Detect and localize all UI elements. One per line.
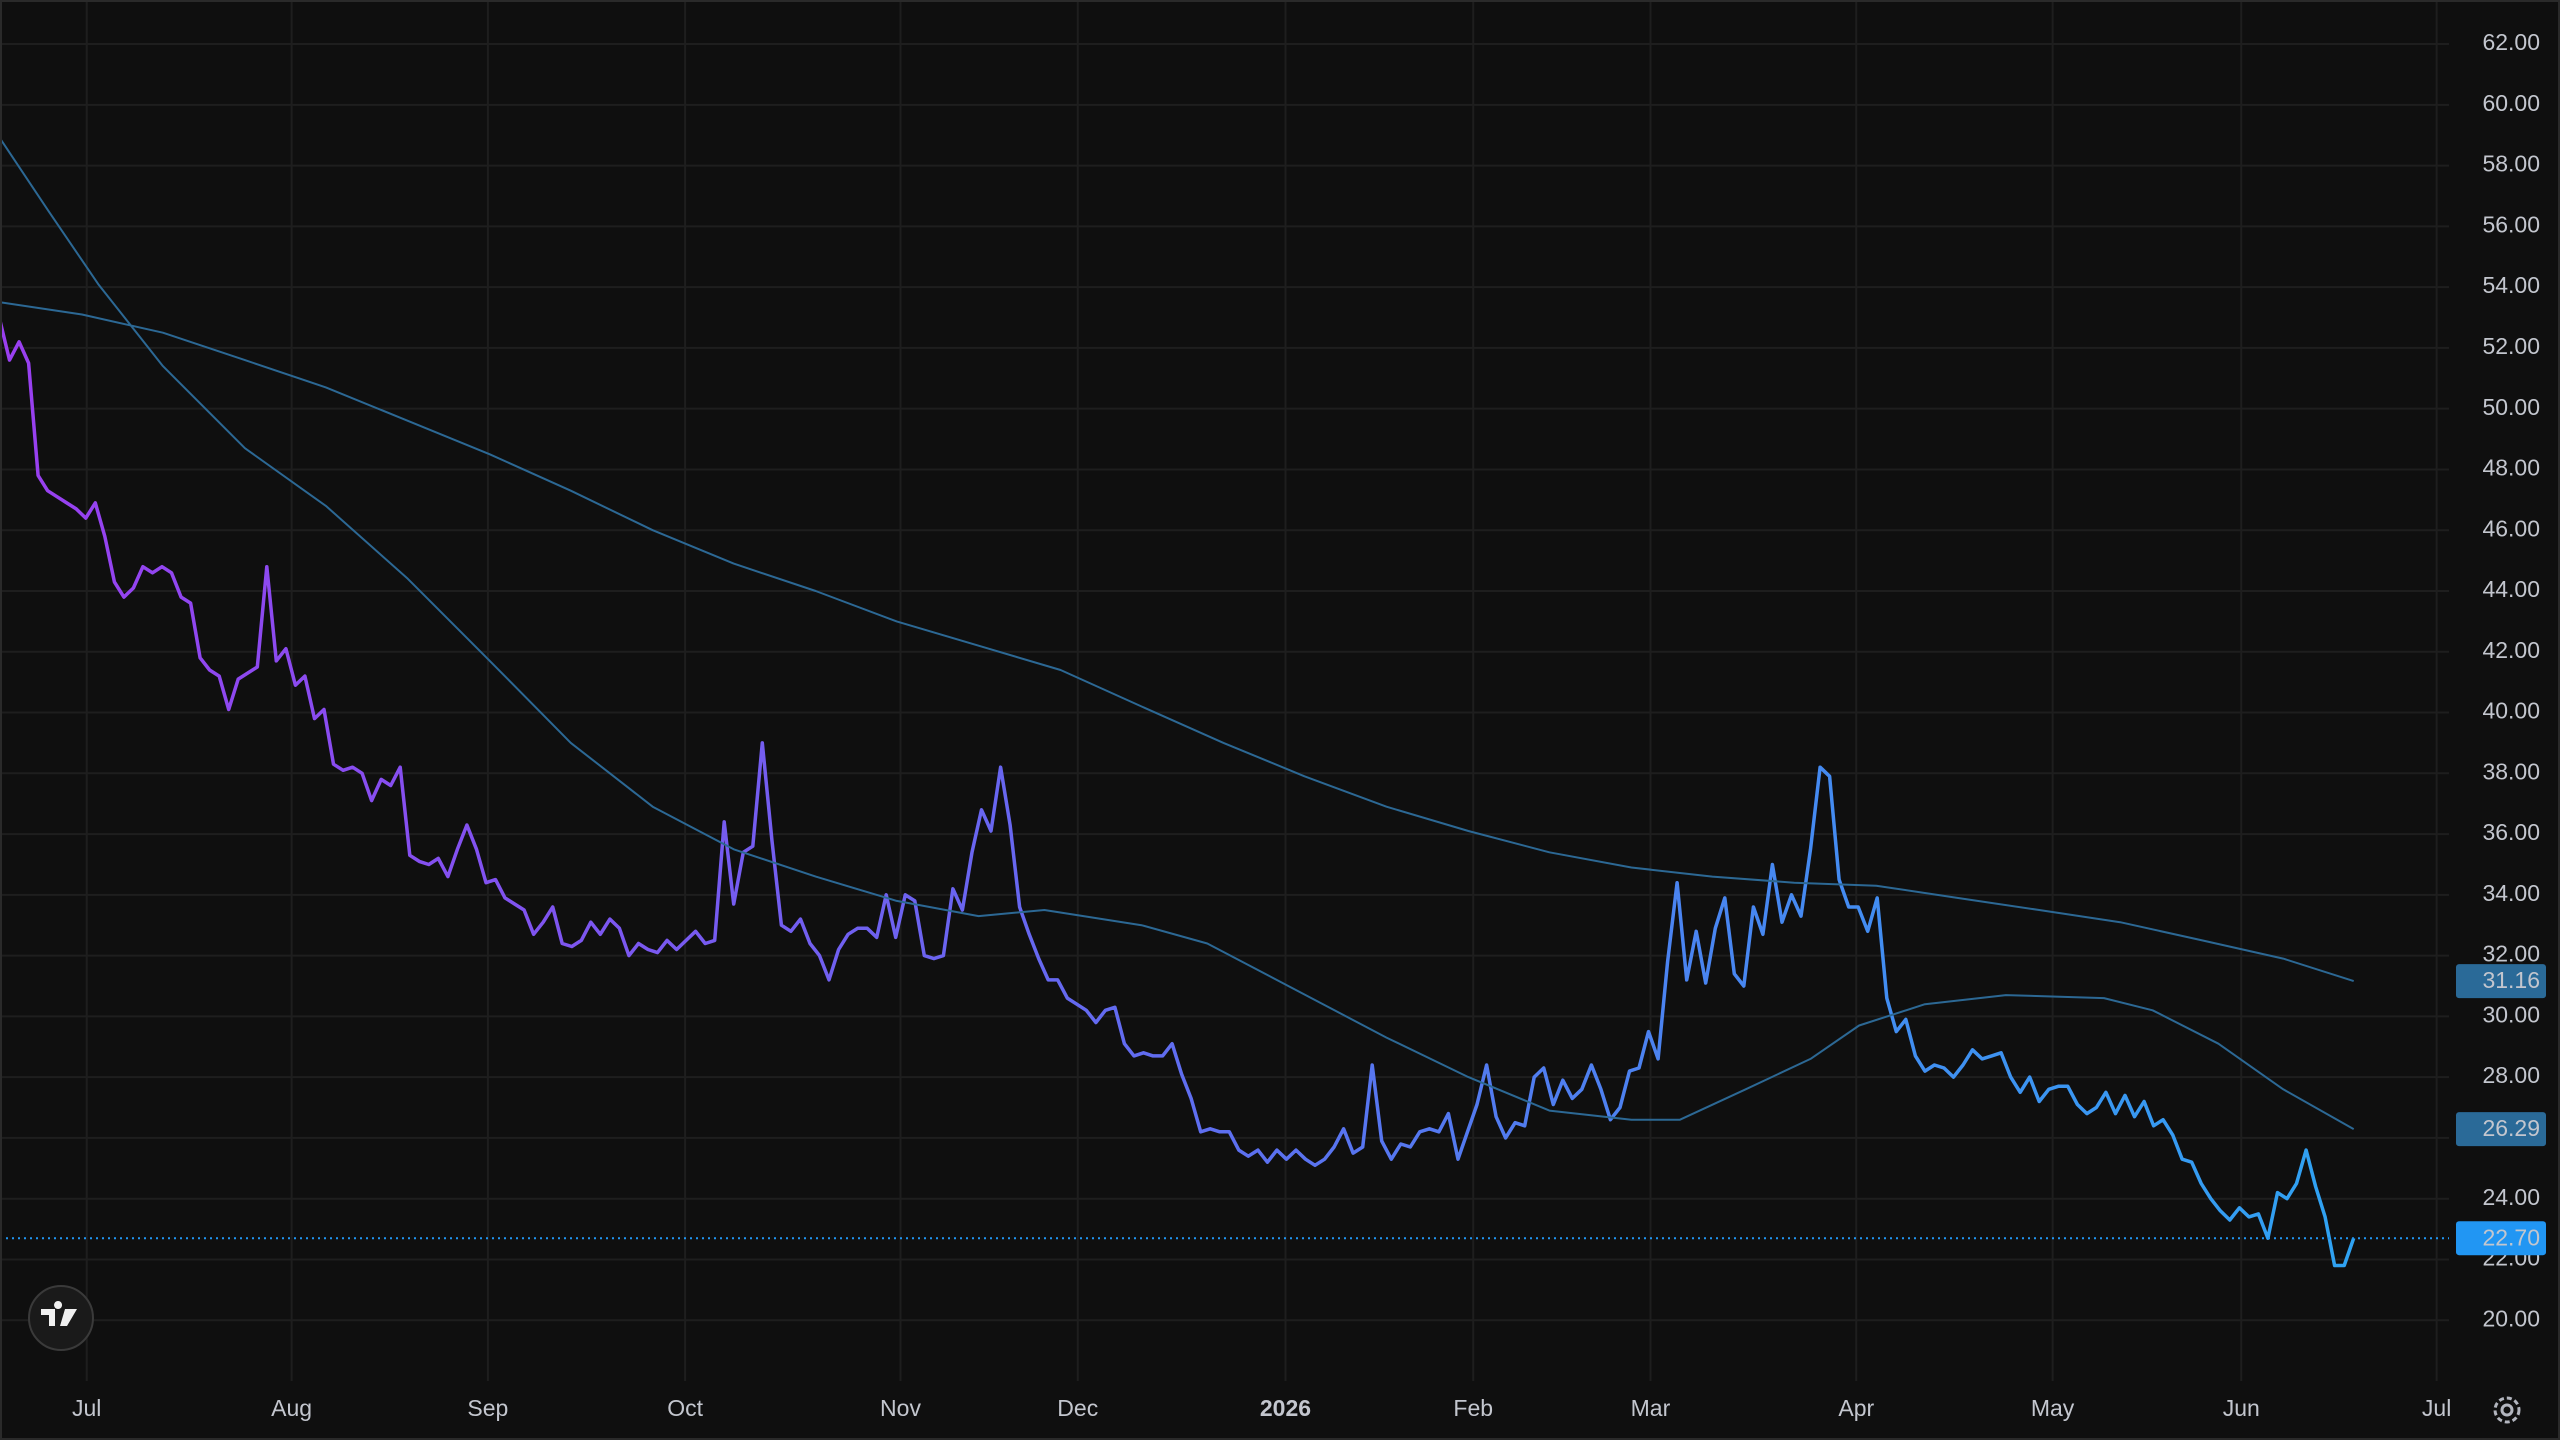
price-label-box (2456, 1221, 2546, 1256)
price-label-box (2456, 964, 2546, 999)
y-tick-label: 32.00 (2482, 941, 2540, 967)
price-line (0, 320, 2356, 1268)
x-tick-label: Aug (271, 1395, 312, 1421)
x-tick-label: Jun (2223, 1395, 2260, 1421)
y-tick-label: 60.00 (2482, 90, 2540, 116)
price-label: 31.16 (2482, 967, 2540, 993)
logo-mark (41, 1301, 77, 1326)
moving-average-line (0, 137, 2355, 1130)
gear-outer (2493, 1396, 2521, 1424)
settings-button[interactable] (2493, 1396, 2521, 1424)
y-tick-label: 46.00 (2482, 515, 2540, 541)
y-tick-label: 42.00 (2482, 637, 2540, 663)
x-tick-label: Oct (667, 1395, 703, 1421)
y-tick-label: 54.00 (2482, 272, 2540, 298)
y-tick-label: 62.00 (2482, 29, 2540, 55)
x-tick-label: Mar (1631, 1395, 1671, 1421)
x-tick-label: Sep (467, 1395, 508, 1421)
x-tick-label: May (2031, 1395, 2075, 1421)
y-tick-label: 38.00 (2482, 758, 2540, 784)
x-tick-label: Jul (2422, 1395, 2451, 1421)
x-tick-label: Apr (1838, 1395, 1874, 1421)
y-tick-label: 28.00 (2482, 1062, 2540, 1088)
gear-inner (2500, 1403, 2514, 1417)
x-tick-label: Feb (1453, 1395, 1493, 1421)
y-tick-label: 52.00 (2482, 333, 2540, 359)
y-tick-label: 20.00 (2482, 1305, 2540, 1331)
y-tick-label: 48.00 (2482, 455, 2540, 481)
logo[interactable] (28, 1285, 94, 1351)
y-tick-label: 40.00 (2482, 698, 2540, 724)
moving-average-line (0, 301, 2355, 983)
y-tick-label: 24.00 (2482, 1184, 2540, 1210)
y-tick-label: 30.00 (2482, 1001, 2540, 1027)
y-tick-label: 56.00 (2482, 211, 2540, 237)
y-tick-label: 36.00 (2482, 819, 2540, 845)
price-label-box (2456, 1112, 2546, 1147)
x-tick-label: 2026 (1260, 1395, 1311, 1421)
y-tick-label: 50.00 (2482, 394, 2540, 420)
x-tick-label: Nov (880, 1395, 921, 1421)
x-tick-label: Dec (1057, 1395, 1098, 1421)
y-tick-label: 44.00 (2482, 576, 2540, 602)
y-tick-label: 58.00 (2482, 151, 2540, 177)
price-label: 26.29 (2482, 1115, 2540, 1141)
y-tick-label: 34.00 (2482, 880, 2540, 906)
logo-circle (28, 1285, 94, 1351)
x-tick-label: Jul (72, 1395, 101, 1421)
price-label: 22.70 (2482, 1224, 2540, 1250)
